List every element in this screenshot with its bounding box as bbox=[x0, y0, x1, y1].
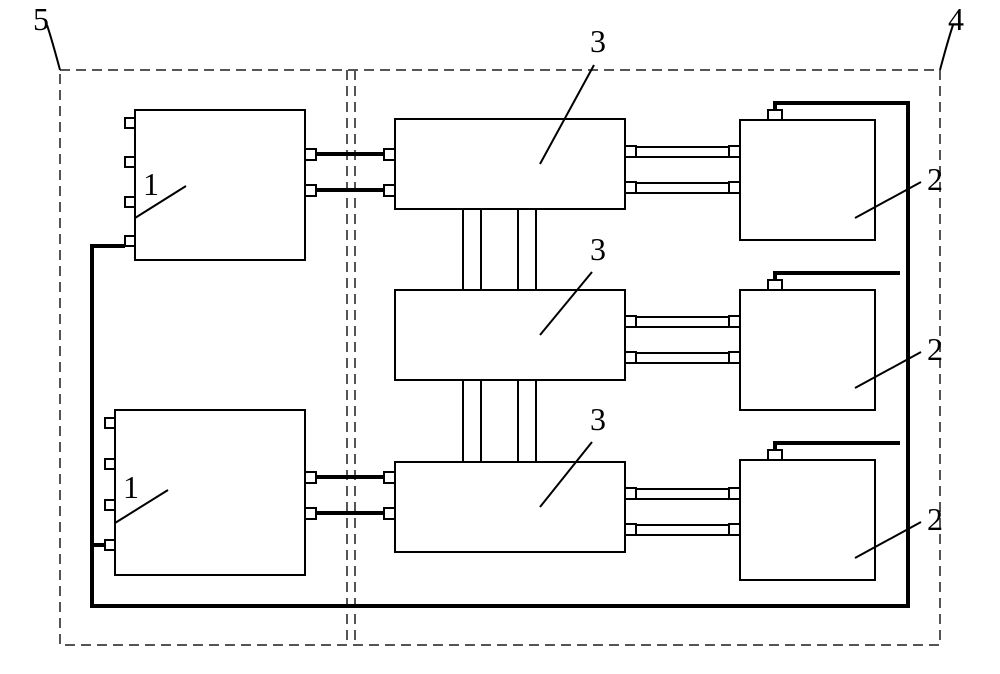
left-block-stub bbox=[105, 459, 115, 469]
port bbox=[384, 472, 395, 483]
port bbox=[305, 185, 316, 196]
port bbox=[729, 316, 740, 327]
port bbox=[625, 146, 636, 157]
port bbox=[729, 352, 740, 363]
port bbox=[305, 508, 316, 519]
right-block-0 bbox=[740, 120, 875, 240]
left-block-1 bbox=[115, 410, 305, 575]
port bbox=[625, 524, 636, 535]
v-pipe-3 bbox=[518, 380, 536, 462]
callout-4-label: 4 bbox=[948, 1, 964, 37]
right-block-1 bbox=[740, 290, 875, 410]
port bbox=[305, 472, 316, 483]
right-block-label-2: 2 bbox=[927, 501, 943, 537]
mid-block-1 bbox=[395, 290, 625, 380]
port bbox=[729, 182, 740, 193]
port bbox=[625, 352, 636, 363]
left-block-stub bbox=[105, 540, 115, 550]
v-pipe-1 bbox=[518, 209, 536, 290]
right-block-label-0: 2 bbox=[927, 161, 943, 197]
h-pipe-2 bbox=[636, 317, 729, 327]
callout-5-label: 5 bbox=[33, 1, 49, 37]
right-block-stub bbox=[768, 450, 782, 460]
right-block-stub bbox=[768, 280, 782, 290]
left-block-label-1: 1 bbox=[123, 469, 139, 505]
left-block-stub bbox=[125, 236, 135, 246]
v-pipe-0 bbox=[463, 209, 481, 290]
right-block-stub bbox=[768, 110, 782, 120]
mid-block-label-2: 3 bbox=[590, 401, 606, 437]
port bbox=[625, 316, 636, 327]
port bbox=[729, 488, 740, 499]
left-block-stub bbox=[125, 157, 135, 167]
h-pipe-4 bbox=[636, 489, 729, 499]
h-pipe-1 bbox=[636, 183, 729, 193]
h-pipe-0 bbox=[636, 147, 729, 157]
port bbox=[729, 146, 740, 157]
left-block-0 bbox=[135, 110, 305, 260]
left-block-label-0: 1 bbox=[143, 166, 159, 202]
mid-block-2 bbox=[395, 462, 625, 552]
h-pipe-5 bbox=[636, 525, 729, 535]
mid-block-0 bbox=[395, 119, 625, 209]
port bbox=[625, 488, 636, 499]
port bbox=[625, 182, 636, 193]
v-pipe-2 bbox=[463, 380, 481, 462]
wire-6 bbox=[775, 443, 900, 460]
left-block-stub bbox=[125, 197, 135, 207]
right-block-2 bbox=[740, 460, 875, 580]
right-block-label-1: 2 bbox=[927, 331, 943, 367]
port bbox=[384, 508, 395, 519]
port bbox=[384, 149, 395, 160]
left-block-stub bbox=[125, 118, 135, 128]
left-block-stub bbox=[105, 500, 115, 510]
left-block-stub bbox=[105, 418, 115, 428]
port bbox=[384, 185, 395, 196]
mid-block-label-0: 3 bbox=[590, 23, 606, 59]
port bbox=[729, 524, 740, 535]
port bbox=[305, 149, 316, 160]
mid-block-label-1: 3 bbox=[590, 231, 606, 267]
wire-5 bbox=[775, 273, 900, 290]
diagram-canvas: 5 4 1 1 3 3 3 2 2 2 bbox=[0, 0, 1000, 674]
h-pipe-3 bbox=[636, 353, 729, 363]
